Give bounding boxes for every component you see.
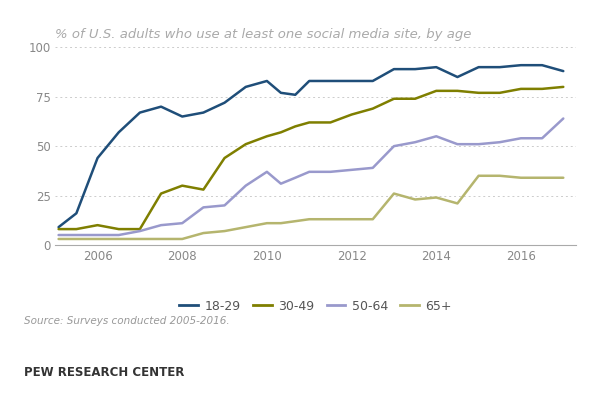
Text: % of U.S. adults who use at least one social media site, by age: % of U.S. adults who use at least one so… [55,28,472,41]
Text: Source: Surveys conducted 2005-2016.: Source: Surveys conducted 2005-2016. [24,316,230,326]
Text: PEW RESEARCH CENTER: PEW RESEARCH CENTER [24,366,184,379]
Legend: 18-29, 30-49, 50-64, 65+: 18-29, 30-49, 50-64, 65+ [175,295,457,318]
